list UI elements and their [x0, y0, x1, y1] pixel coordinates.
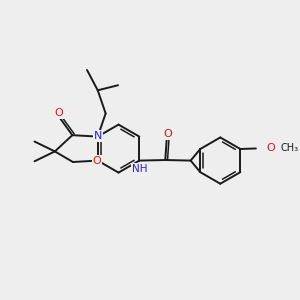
Text: O: O — [164, 129, 172, 139]
Text: O: O — [266, 143, 275, 153]
Text: O: O — [93, 156, 102, 166]
Text: NH: NH — [132, 164, 148, 174]
Text: CH₃: CH₃ — [281, 143, 299, 153]
Text: O: O — [55, 108, 64, 118]
Text: N: N — [94, 131, 103, 141]
